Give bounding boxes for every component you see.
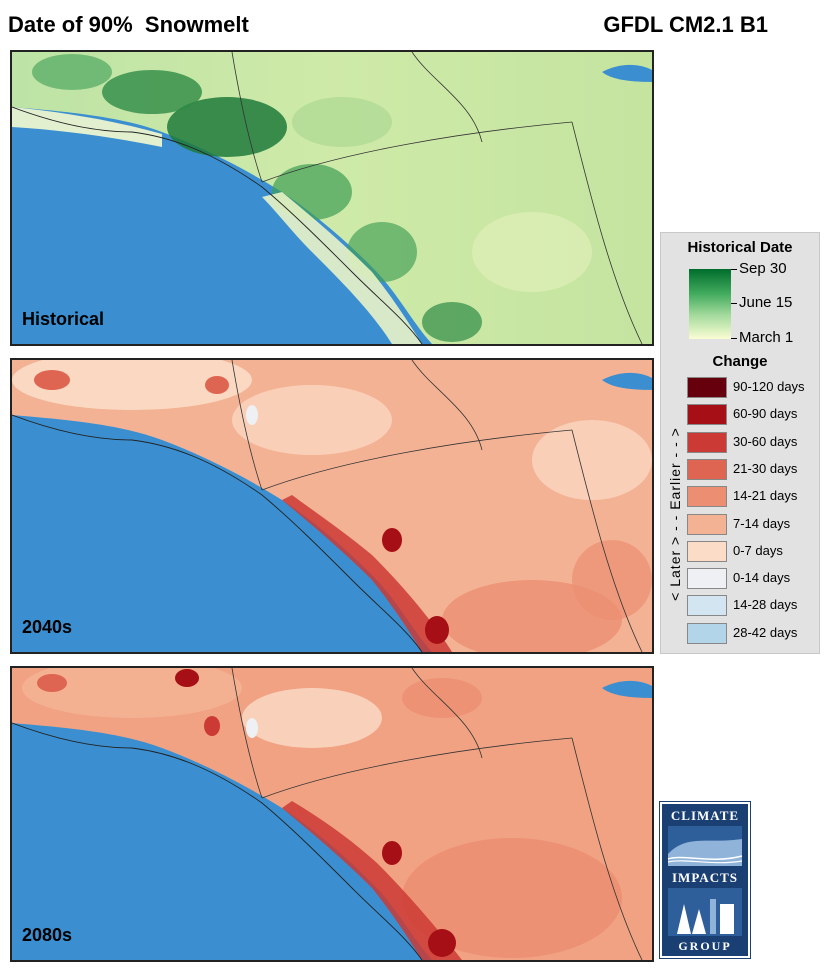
logo-text-top: CLIMATE	[671, 808, 739, 823]
gradient-tick-bottom	[731, 338, 737, 339]
legend-swatch	[687, 540, 727, 562]
legend-label: 60-90 days	[733, 406, 798, 422]
map-title: Date of 90% Snowmelt	[8, 12, 249, 37]
change-map-2080s	[12, 668, 652, 960]
legend-label: 0-14 days	[733, 570, 791, 586]
later-earlier-text: < Later > - - Earlier - - >	[667, 427, 683, 601]
legend-label: 28-42 days	[733, 624, 798, 640]
logo-text-bottom: GROUP	[678, 939, 731, 953]
legend-change-heading: Change	[712, 353, 768, 370]
legend-label: 21-30 days	[733, 460, 798, 476]
panel-label-historical: Historical	[22, 309, 105, 329]
historical-map	[12, 52, 652, 344]
logo-text-middle: IMPACTS	[672, 870, 738, 885]
legend-swatch	[687, 431, 727, 453]
map-panel-historical: Historical	[10, 50, 654, 346]
legend-label: 7-14 days	[733, 515, 791, 531]
panel-label-2080s: 2080s	[22, 925, 73, 945]
map-panel-2080s: 2080s	[10, 666, 654, 962]
gradient-tick-mid	[731, 303, 737, 304]
gradient-label-june15: June 15	[739, 294, 793, 311]
legend-swatch	[687, 622, 727, 644]
legend: Historical Date Sep 30 June 15 March 1 C…	[660, 232, 820, 654]
legend-swatch	[687, 486, 727, 508]
legend-swatch	[687, 404, 727, 426]
legend-label: 90-120 days	[733, 379, 805, 394]
logo-graphic: CLIMATE IMPACTS GROUP	[667, 808, 743, 953]
legend-swatch	[687, 568, 727, 590]
legend-label: 14-21 days	[733, 488, 798, 504]
climate-impacts-group-logo: CLIMATE IMPACTS GROUP	[659, 801, 751, 959]
legend-label: 14-28 days	[733, 597, 798, 613]
gradient-label-sep30: Sep 30	[739, 260, 787, 277]
gradient-label-march1: March 1	[739, 329, 794, 346]
change-map-2040s	[12, 360, 652, 652]
legend-label: 0-7 days	[733, 542, 783, 558]
legend-historical-heading: Historical Date	[687, 239, 793, 256]
legend-label: 30-60 days	[733, 433, 798, 449]
later-earlier-axis: < Later > - - Earlier - - >	[664, 379, 686, 649]
legend-swatch	[687, 458, 727, 480]
panel-label-2040s: 2040s	[22, 617, 73, 637]
legend-swatch	[687, 595, 727, 617]
gradient-tick-top	[731, 269, 737, 270]
legend-swatch	[687, 377, 727, 398]
map-panel-2040s: 2040s	[10, 358, 654, 654]
model-name: GFDL CM2.1 B1	[603, 12, 768, 37]
legend-swatch	[687, 513, 727, 535]
historical-gradient	[689, 269, 731, 339]
